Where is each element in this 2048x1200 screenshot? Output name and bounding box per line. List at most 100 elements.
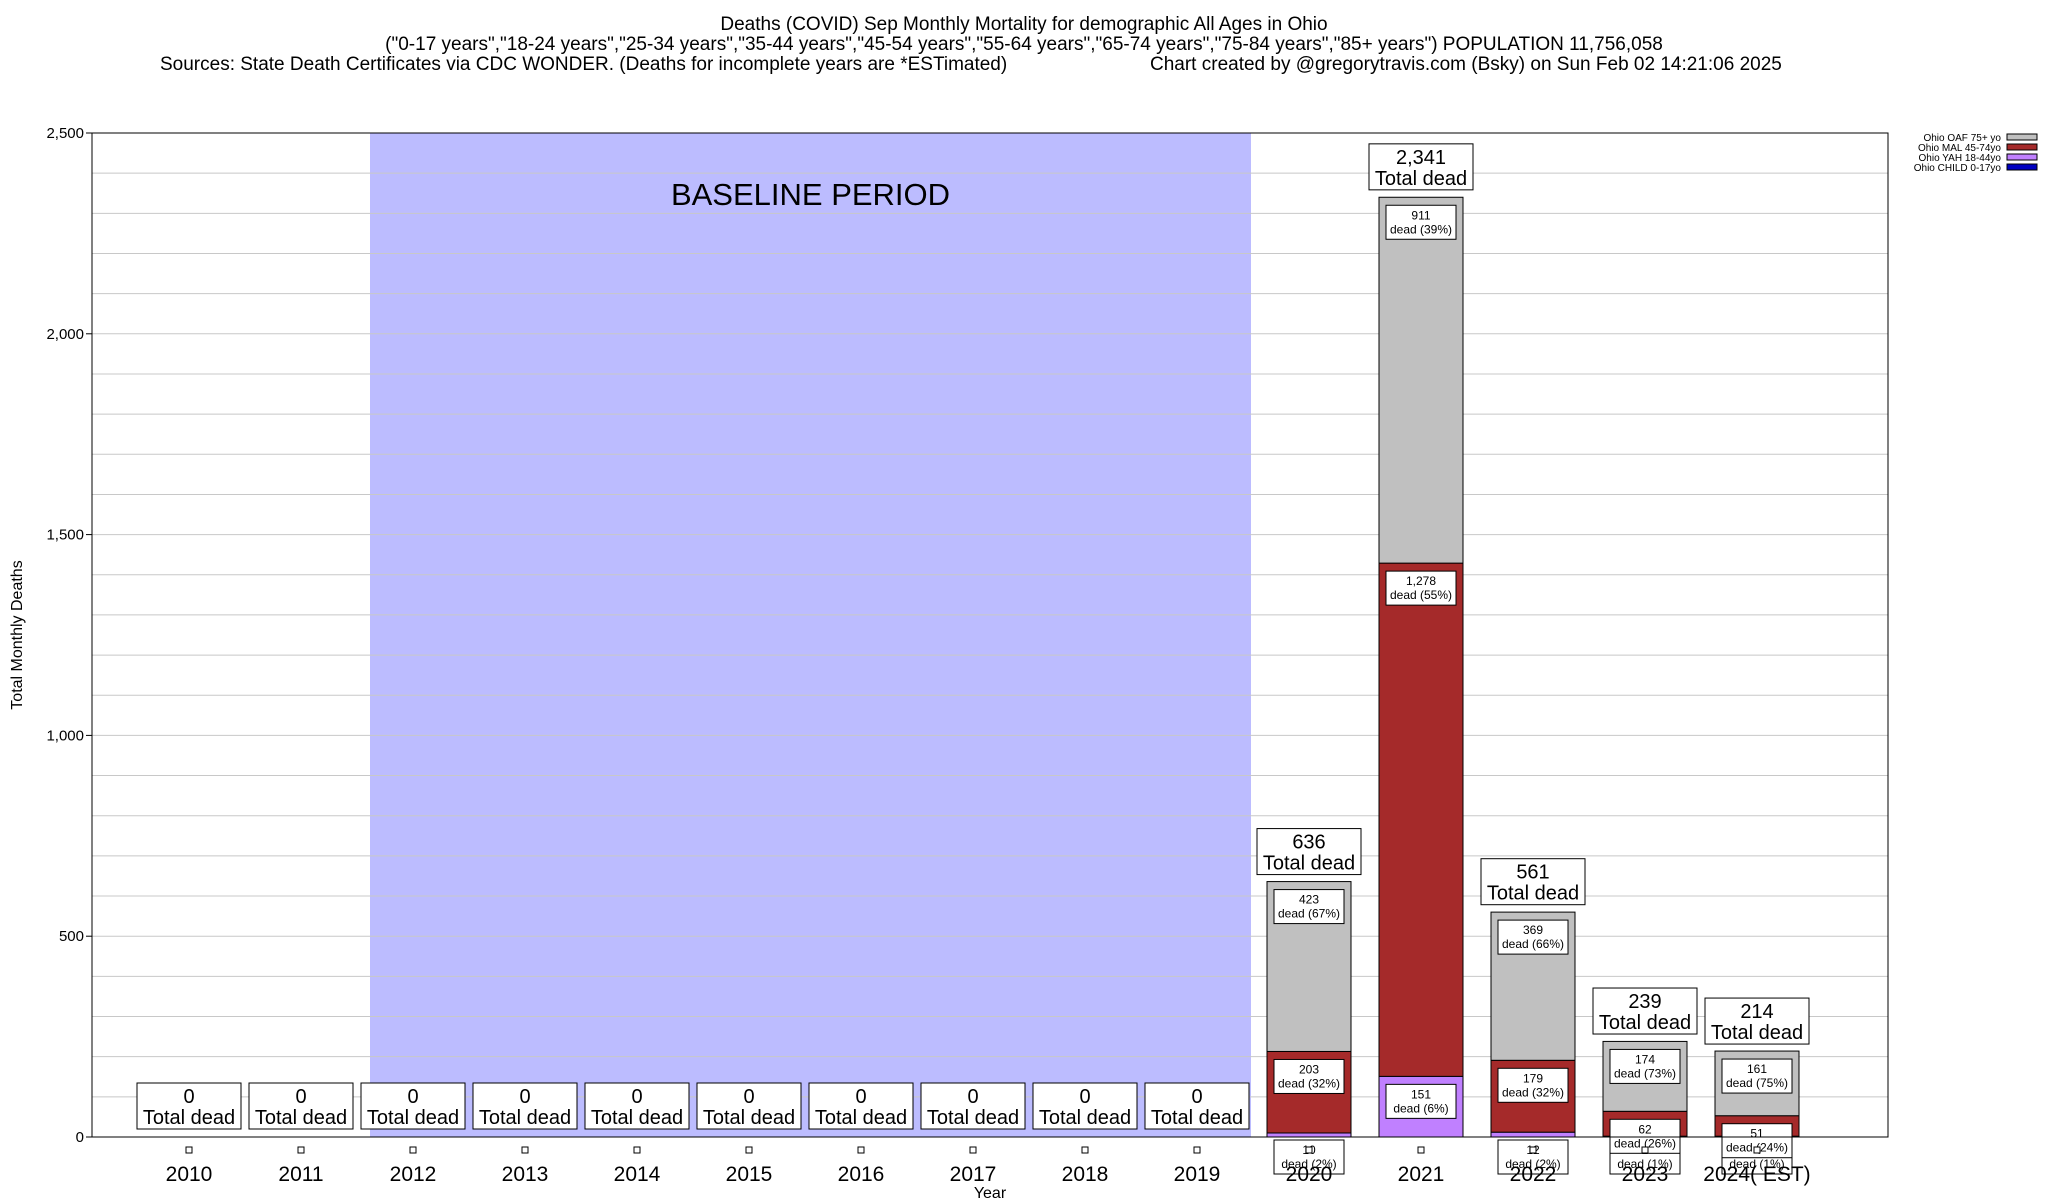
total-label-caption: Total dead (255, 1107, 347, 1129)
segment-label-text: 174 (1635, 1052, 1655, 1066)
x-tick-label: 2022 (1510, 1163, 1557, 1186)
bar-segment-ohio-yah-18-44yo-2022 (1490, 1131, 1576, 1138)
segment-label-text: dead (6%) (1393, 1101, 1448, 1115)
bar-segment-ohio-mal-45-74yo-2021 (1378, 562, 1464, 1077)
x-marker (969, 1146, 977, 1154)
segment-label-text: dead (32%) (1278, 1076, 1340, 1090)
total-label-box (920, 1082, 1026, 1130)
segment-label-box (1273, 1139, 1345, 1175)
segment-label-text: dead (2%) (1281, 1157, 1336, 1171)
segment-label-box (1385, 570, 1457, 606)
segment-label-text: 51 (1750, 1127, 1764, 1141)
total-label-box (360, 1082, 466, 1130)
x-marker (1417, 1146, 1425, 1154)
total-value: 0 (631, 1086, 642, 1108)
y-axis-title: Total Monthly Deaths (9, 560, 26, 709)
y-tick-label: 1,000 (46, 727, 84, 744)
total-value: 0 (183, 1086, 194, 1108)
legend-swatch (2006, 143, 2038, 151)
chart-subtitle: ("0-17 years","18-24 years","25-34 years… (385, 34, 1663, 55)
x-tick-label: 2013 (502, 1163, 549, 1186)
y-tick-label: 2,500 (46, 125, 84, 142)
segment-label-box (1385, 204, 1457, 240)
total-label-box (1032, 1082, 1138, 1130)
total-label-box (248, 1082, 354, 1130)
chart-credit: Chart created by @gregorytravis.com (Bsk… (1150, 54, 1782, 75)
y-tick-label: 1,500 (46, 527, 84, 544)
total-label-box (584, 1082, 690, 1130)
total-label-caption: Total dead (591, 1107, 683, 1129)
total-label-caption: Total dead (1263, 853, 1355, 875)
x-tick-label: 2020 (1286, 1163, 1333, 1186)
x-marker (745, 1146, 753, 1154)
x-tick-label: 2011 (278, 1163, 323, 1186)
total-value: 214 (1740, 1001, 1773, 1023)
x-marker (1081, 1146, 1089, 1154)
segment-label-text: dead (39%) (1390, 222, 1452, 236)
x-marker (521, 1146, 529, 1154)
total-label-caption: Total dead (1487, 883, 1579, 905)
x-tick-label: 2019 (1174, 1163, 1221, 1186)
total-value: 239 (1628, 991, 1661, 1013)
total-label-box (1480, 858, 1586, 906)
segment-label-box (1497, 1067, 1569, 1103)
segment-label-text: 151 (1411, 1087, 1431, 1101)
x-marker (297, 1146, 305, 1154)
segment-label-text: 62 (1638, 1122, 1652, 1136)
x-marker (633, 1146, 641, 1154)
total-value: 0 (407, 1086, 418, 1108)
plot-frame (91, 132, 1889, 1138)
segment-label-text: 423 (1299, 893, 1319, 907)
segment-label-text: 911 (1411, 208, 1430, 222)
segment-label-text: dead (1%) (1729, 1157, 1784, 1171)
segment-label-text: dead (1%) (1617, 1157, 1672, 1171)
segment-label-text: dead (26%) (1614, 1136, 1676, 1150)
total-value: 0 (295, 1086, 306, 1108)
x-tick-label: 2017 (950, 1163, 997, 1186)
x-tick-label: 2012 (390, 1163, 437, 1186)
legend-swatch (2006, 163, 2038, 171)
segment-label-box (1273, 889, 1345, 925)
total-label-caption: Total dead (815, 1107, 907, 1129)
total-label-box (808, 1082, 914, 1130)
total-value: 0 (855, 1086, 866, 1108)
y-tick-label: 2,000 (46, 326, 84, 343)
total-label-caption: Total dead (1151, 1107, 1243, 1129)
x-tick-label: 2018 (1062, 1163, 1109, 1186)
total-label-box (1144, 1082, 1250, 1130)
total-value: 561 (1516, 862, 1549, 884)
total-value: 0 (1191, 1086, 1202, 1108)
segment-label-2020-1: 10dead (2%) (1273, 1139, 1345, 1175)
legend-label: Ohio OAF 75+ yo (1923, 133, 2001, 144)
chart-title: Deaths (COVID) Sep Monthly Mortality for… (720, 14, 1328, 35)
total-label-caption: Total dead (703, 1107, 795, 1129)
x-marker (1753, 1146, 1761, 1154)
total-value: 0 (519, 1086, 530, 1108)
total-label-box (1368, 143, 1474, 191)
bar-segment-ohio-oaf-75-yo-2021 (1378, 196, 1464, 564)
total-label-caption: Total dead (479, 1107, 571, 1129)
total-label-box (1256, 828, 1362, 876)
total-label-caption: Total dead (1599, 1012, 1691, 1034)
total-label-caption: Total dead (1375, 168, 1467, 190)
total-label-box (1592, 987, 1698, 1035)
segment-label-text: dead (73%) (1614, 1066, 1676, 1080)
y-tick-label: 500 (59, 928, 84, 945)
total-label-box (696, 1082, 802, 1130)
x-tick-label: 2021 (1398, 1163, 1445, 1186)
segment-label-text: dead (2%) (1505, 1157, 1560, 1171)
